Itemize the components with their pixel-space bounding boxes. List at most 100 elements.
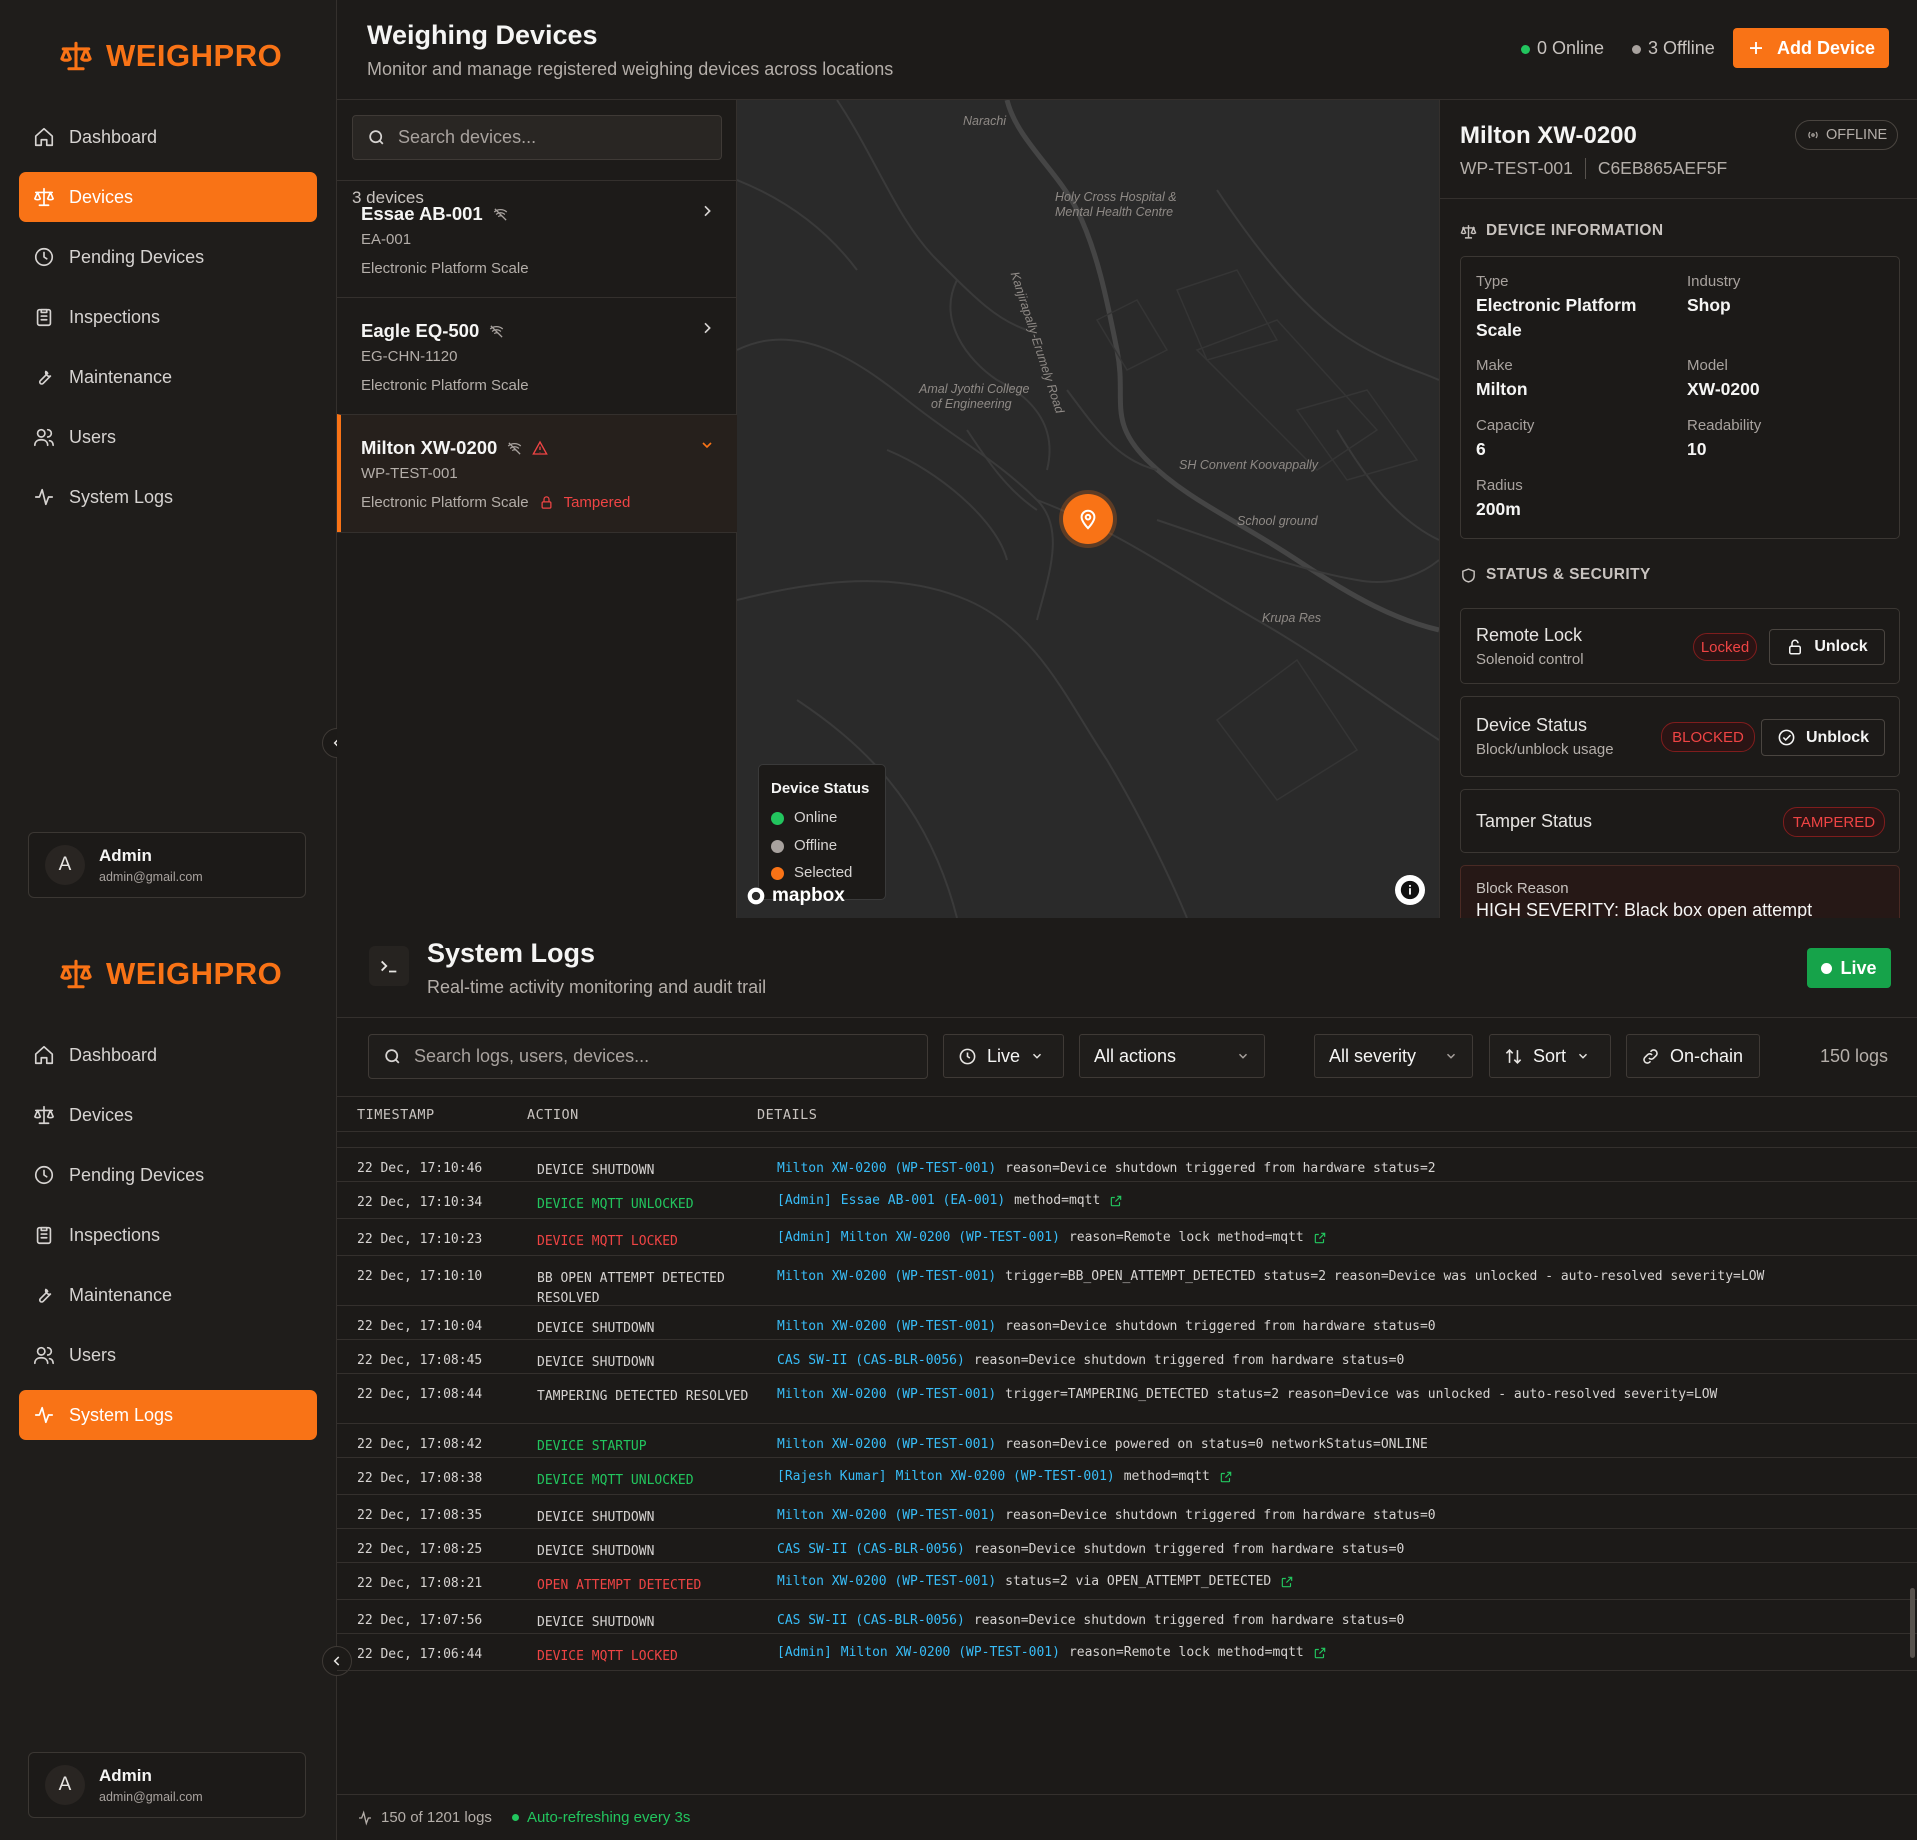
sidebar-nav: Dashboard Devices Pending Devices Inspectio… [19,1030,317,1450]
sidebar-item-system-logs[interactable]: System Logs [19,472,317,522]
collapse-sidebar-button[interactable] [322,1646,352,1676]
log-details: reason=Device shutdown triggered from ha… [1005,1319,1436,1334]
device-map[interactable]: Narachi Holy Cross Hospital & Mental Healt… [737,100,1439,918]
log-action: DEVICE MQTT UNLOCKED [537,1473,694,1488]
table-row[interactable]: 22 Dec, 17:08:45 DEVICE SHUTDOWN CAS SW-II… [337,1340,1917,1374]
device-name-row: Essae AB-001 [361,203,508,225]
sidebar-item-pending-devices[interactable]: Pending Devices [19,1150,317,1200]
unblock-button[interactable]: Unblock [1761,719,1885,756]
log-device-link[interactable]: Essae AB-001 (EA-001) [840,1193,1006,1208]
external-link-icon[interactable] [1280,1575,1294,1589]
sidebar-item-pending-devices[interactable]: Pending Devices [19,232,317,282]
log-details-cell: Milton XW-0200 (WP-TEST-001) reason=Devic… [777,1161,1907,1176]
log-details: reason=Device shutdown triggered from ha… [1005,1161,1436,1176]
log-device-link[interactable]: Milton XW-0200 (WP-TEST-001) [777,1437,997,1452]
sidebar-item-inspections[interactable]: Inspections [19,292,317,342]
log-device-link[interactable]: CAS SW-II (CAS-BLR-0056) [777,1613,965,1628]
log-device-link[interactable]: Milton XW-0200 (WP-TEST-001) [777,1574,997,1589]
device-list-item[interactable]: Milton XW-0200 WP-TEST-001 Electronic Plat… [337,414,737,532]
log-device-link[interactable]: Milton XW-0200 (WP-TEST-001) [895,1469,1115,1484]
sidebar-item-users[interactable]: Users [19,412,317,462]
log-device-link[interactable]: Milton XW-0200 (WP-TEST-001) [777,1508,997,1523]
user-name: Admin [99,846,152,865]
sidebar-item-users[interactable]: Users [19,1330,317,1380]
sidebar-nav: Dashboard Devices Pending Devices Inspectio… [19,112,317,532]
model-value: XW-0200 [1687,379,1760,399]
sidebar-item-system-logs[interactable]: System Logs [19,1390,317,1440]
table-row[interactable]: 22 Dec, 17:08:38 DEVICE MQTT UNLOCKED [Raj… [337,1458,1917,1495]
scrollbar-thumb[interactable] [1910,1588,1915,1658]
table-row[interactable]: 22 Dec, 17:08:25 DEVICE SHUTDOWN CAS SW-II… [337,1529,1917,1563]
table-row[interactable]: 22 Dec, 17:08:42 DEVICE STARTUP Milton XW-… [337,1424,1917,1458]
sidebar-item-devices[interactable]: Devices [19,1090,317,1140]
external-link-icon[interactable] [1219,1470,1233,1484]
live-badge-button[interactable]: Live [1807,948,1891,988]
offline-count: 3 Offline [1632,38,1715,59]
table-row[interactable]: 22 Dec, 17:08:44 TAMPERING DETECTED RESOL… [337,1374,1917,1424]
chevron-down-icon [1236,1049,1250,1063]
log-details-cell: Milton XW-0200 (WP-TEST-001) trigger=BB_O… [777,1269,1907,1284]
log-device-link[interactable]: CAS SW-II (CAS-BLR-0056) [777,1353,965,1368]
mapbox-attribution[interactable]: mapbox [746,885,845,907]
sidebar-item-maintenance[interactable]: Maintenance [19,352,317,402]
external-link-icon[interactable] [1313,1231,1327,1245]
live-filter-dropdown[interactable]: Live [943,1034,1064,1078]
device-detail-panel: Milton XW-0200 OFFLINE WP-TEST-001 C6EB8… [1439,100,1917,918]
log-details-cell: Milton XW-0200 (WP-TEST-001) trigger=TAMP… [777,1387,1907,1402]
table-row[interactable]: 22 Dec, 17:08:21 OPEN ATTEMPT DETECTED Mil… [337,1563,1917,1600]
auto-refresh-label: Auto-refreshing every 3s [526,1809,691,1826]
sort-dropdown[interactable]: Sort [1489,1034,1611,1078]
log-search-input[interactable]: Search logs, users, devices... [368,1034,928,1079]
actions-filter-dropdown[interactable]: All actions [1079,1034,1265,1078]
device-list-item[interactable]: Essae AB-001 EA-001 Electronic Platform Sc… [337,180,737,298]
table-row[interactable]: 22 Dec, 17:06:44 DEVICE MQTT LOCKED [Admin… [337,1634,1917,1671]
sidebar-item-dashboard[interactable]: Dashboard [19,112,317,162]
log-action: DEVICE SHUTDOWN [537,1355,655,1370]
table-row[interactable]: 22 Dec, 17:10:46 DEVICE SHUTDOWN Milton XW… [337,1148,1917,1182]
table-row[interactable]: 22 Dec, 17:10:10 BB OPEN ATTEMPT DETECTED… [337,1256,1917,1306]
sidebar-item-inspections[interactable]: Inspections [19,1210,317,1260]
table-row[interactable]: 22 Dec, 17:08:35 DEVICE SHUTDOWN Milton XW… [337,1495,1917,1529]
scale-logo-icon [58,957,94,991]
offline-dot-icon [771,839,784,853]
log-device-link[interactable]: Milton XW-0200 (WP-TEST-001) [777,1269,997,1284]
device-search-input[interactable]: Search devices... [352,115,722,160]
external-link-icon[interactable] [1313,1646,1327,1660]
log-device-link[interactable]: CAS SW-II (CAS-BLR-0056) [777,1542,965,1557]
user-card[interactable]: A Admin admin@gmail.com [28,1752,306,1818]
external-link-icon[interactable] [1109,1194,1123,1208]
brand-logo[interactable]: WEIGHPRO [58,956,282,992]
sidebar-item-devices[interactable]: Devices [19,172,317,222]
legend-offline: Offline [771,837,837,854]
log-details: reason=Remote lock method=mqtt [1068,1645,1304,1660]
table-row[interactable]: 22 Dec, 17:10:04 DEVICE SHUTDOWN Milton XW… [337,1306,1917,1340]
log-device-link[interactable]: Milton XW-0200 (WP-TEST-001) [777,1387,997,1402]
page-header: Weighing Devices Monitor and manage regi… [337,0,1917,100]
on-chain-button[interactable]: On-chain [1626,1034,1760,1078]
sidebar-item-dashboard[interactable]: Dashboard [19,1030,317,1080]
sidebar-item-maintenance[interactable]: Maintenance [19,1270,317,1320]
table-row[interactable]: 22 Dec, 17:10:34 DEVICE MQTT UNLOCKED [Adm… [337,1182,1917,1219]
table-row[interactable]: 22 Dec, 17:10:23 DEVICE MQTT LOCKED [Admin… [337,1219,1917,1256]
table-row[interactable]: 22 Dec, 17:07:56 DEVICE SHUTDOWN CAS SW-II… [337,1600,1917,1634]
log-device-link[interactable]: Milton XW-0200 (WP-TEST-001) [840,1645,1060,1660]
brand-logo[interactable]: WEIGHPRO [58,38,282,74]
log-timestamp: 22 Dec, 17:10:46 [357,1161,483,1176]
unlock-button[interactable]: Unlock [1769,629,1885,665]
log-device-link[interactable]: Milton XW-0200 (WP-TEST-001) [840,1230,1060,1245]
selected-device-marker[interactable] [1063,494,1113,544]
page-title: System Logs [427,938,596,968]
severity-filter-dropdown[interactable]: All severity [1314,1034,1473,1078]
map-info-button[interactable] [1395,875,1425,905]
page-subtitle: Real-time activity monitoring and audit … [427,977,767,997]
log-device-link[interactable]: Milton XW-0200 (WP-TEST-001) [777,1319,997,1334]
add-device-button[interactable]: Add Device [1733,28,1889,68]
sidebar-item-label: Maintenance [69,366,173,387]
divider [337,532,737,533]
log-details-cell: [Admin] Milton XW-0200 (WP-TEST-001) reaso… [777,1645,1907,1660]
device-name: Eagle EQ-500 [361,320,480,341]
log-device-link[interactable]: Milton XW-0200 (WP-TEST-001) [777,1161,997,1176]
user-card[interactable]: A Admin admin@gmail.com [28,832,306,898]
device-list-item[interactable]: Eagle EQ-500 EG-CHN-1120 Electronic Platfo… [337,297,737,415]
clock-icon [33,246,55,268]
